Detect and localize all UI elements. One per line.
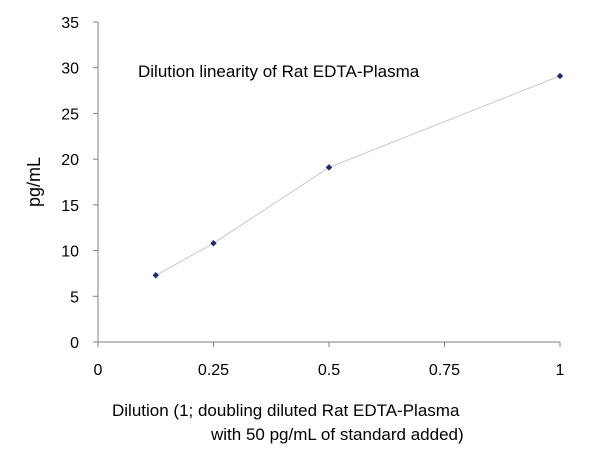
- data-point-marker: [210, 240, 217, 247]
- x-tick-label: 0.75: [429, 362, 460, 379]
- y-tick-label: 15: [61, 198, 79, 215]
- x-tick-label: 0.5: [318, 362, 340, 379]
- data-point-marker: [325, 164, 333, 171]
- y-axis-label: pg/mL: [24, 157, 44, 207]
- series-layer: [152, 72, 564, 279]
- data-point-marker: [556, 72, 564, 80]
- series-line: [155, 75, 561, 276]
- x-axis-label-line-1: Dilution (1; doubling diluted Rat EDTA-P…: [112, 401, 460, 420]
- x-tick-label: 1: [556, 362, 565, 379]
- y-tick-label: 5: [70, 289, 79, 306]
- y-tick-label: 0: [70, 335, 79, 352]
- x-tick-label: 0.25: [198, 362, 229, 379]
- chart-title: Dilution linearity of Rat EDTA-Plasma: [138, 62, 420, 81]
- y-tick-label: 25: [61, 106, 79, 123]
- x-tick-label: 0: [94, 362, 103, 379]
- x-axis-label-line-2: with 50 pg/mL of standard added): [210, 425, 464, 444]
- y-tick-label: 30: [61, 61, 79, 78]
- y-tick-label: 35: [61, 15, 79, 32]
- y-tick-label: 10: [61, 244, 79, 261]
- axes: 0 5 10 15 20 25 30 35 0 0.25 0.5 0.75 1: [61, 15, 564, 379]
- data-point-marker: [152, 272, 159, 279]
- y-tick-label: 20: [61, 152, 79, 169]
